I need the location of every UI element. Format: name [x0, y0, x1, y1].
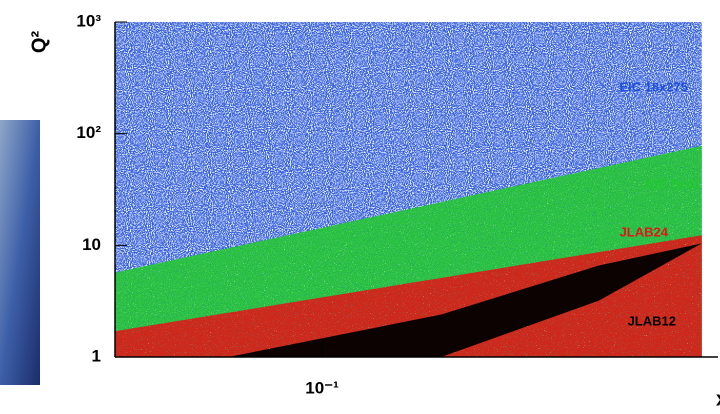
- band: [228, 243, 702, 357]
- photo-strip: [0, 120, 40, 385]
- series-label: EIC 5x41: [646, 176, 700, 191]
- y-tick-label: 1: [92, 346, 101, 365]
- y-tick-label: 10²: [76, 123, 101, 142]
- series-label: JLAB12: [628, 313, 676, 328]
- series-label: JLAB24: [620, 224, 669, 239]
- x-axis-label: x: [716, 388, 720, 409]
- x-tick-label: 10⁻¹: [305, 378, 339, 397]
- series-label: EIC 18x275: [619, 79, 688, 94]
- y-tick-label: 10: [82, 235, 101, 254]
- y-tick-label: 10³: [76, 11, 101, 30]
- y-axis-label: Q²: [28, 31, 50, 54]
- band: [115, 235, 702, 357]
